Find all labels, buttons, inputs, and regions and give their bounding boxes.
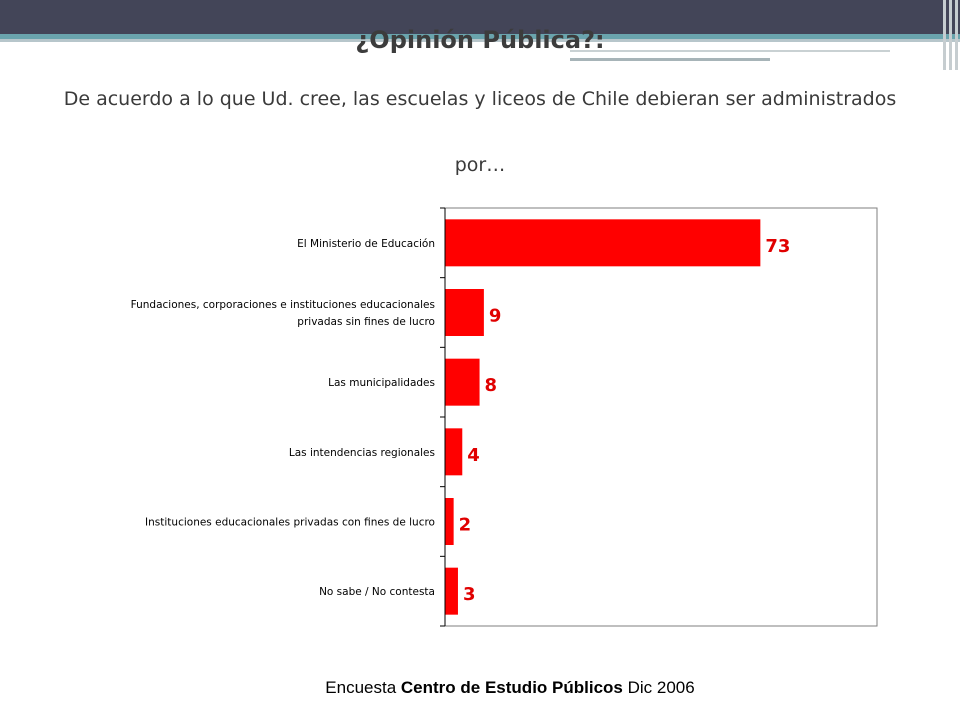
category-label: Las municipalidades [328,377,435,389]
source-prefix: Encuesta [325,678,401,697]
category-label: Fundaciones, corporaciones e institucion… [131,299,435,311]
source-date: Dic 2006 [622,678,695,697]
category-label: El Ministerio de Educación [297,238,435,250]
category-label: Instituciones educacionales privadas con… [145,517,435,529]
header-light-stripe [0,39,960,42]
bar [445,428,463,476]
decorative-line [570,50,890,52]
slide-subtitle: De acuerdo a lo que Ud. cree, las escuel… [63,88,897,176]
slide-title: ¿Opinión Pública?: [355,26,605,54]
plot-area-frame [444,207,878,627]
source-note: Encuesta Centro de Estudio Públicos Dic … [0,678,960,698]
bar-value-label: 4 [467,445,480,466]
bar [445,358,480,406]
bar-value-label: 9 [489,306,502,327]
bar [445,289,484,336]
bar-value-label: 2 [459,515,472,536]
bar [445,219,761,267]
bar-value-label: 8 [485,375,498,396]
bar-value-label: 3 [463,584,476,605]
header-bar [0,0,960,34]
category-label: privadas sin fines de lucro [297,316,435,328]
header-accent-stripe [0,34,960,39]
category-label: Las intendencias regionales [289,447,435,459]
category-label: No sabe / No contesta [319,586,435,598]
source-organization: Centro de Estudio Públicos [400,678,623,697]
bar [445,498,454,545]
decorative-line [570,58,770,61]
bar [445,567,458,615]
bar-value-label: 73 [765,236,790,257]
corner-decoration [934,0,960,70]
